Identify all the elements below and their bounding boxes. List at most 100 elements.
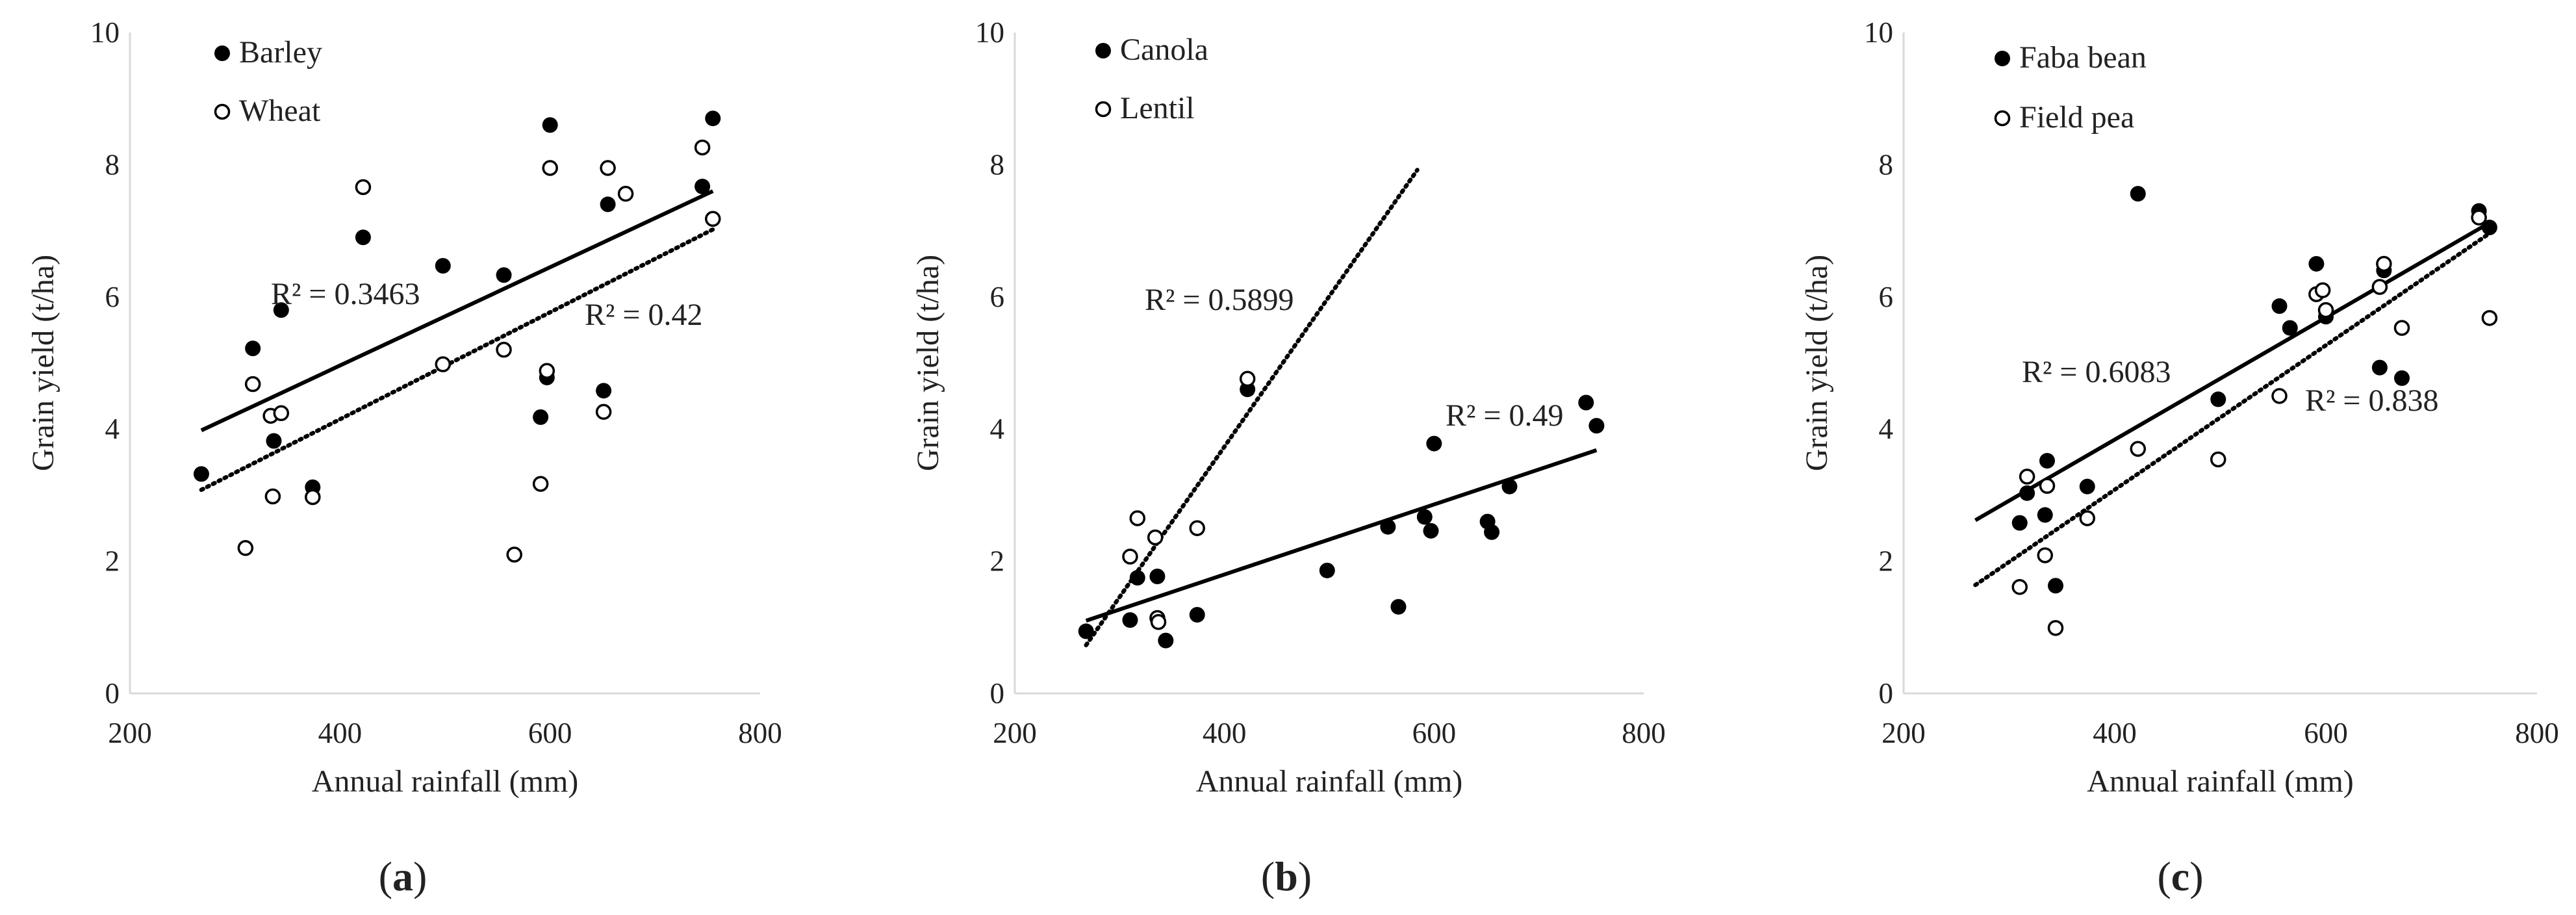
point-field-pea: [2317, 302, 2334, 318]
y-tick-label: 4: [990, 413, 1005, 445]
chart-panel-a: 0 2 4 6 8 10 200 400 600 800 Annual rainfall (mm) G…: [26, 16, 782, 899]
x-tick-label: 800: [1622, 717, 1666, 749]
r2-label-field-pea: R² = 0.838: [2305, 383, 2438, 418]
point-barley: [496, 267, 512, 283]
x-tick-label: 200: [108, 717, 152, 749]
y-axis-title: Grain yield (t/ha): [26, 255, 60, 471]
point-faba-bean: [2371, 359, 2388, 376]
chart-panel-c: 0 2 4 6 8 10 200 400 600 800 Annual rainfall (mm) G…: [1800, 16, 2559, 899]
point-barley: [533, 409, 549, 425]
y-tick-label: 10: [1864, 16, 1893, 49]
y-tick-label: 6: [105, 281, 120, 313]
x-tick-label: 600: [2304, 717, 2348, 749]
point-wheat: [694, 139, 711, 156]
y-tick-label: 2: [990, 545, 1005, 578]
x-axis-title: Annual rainfall (mm): [312, 764, 579, 799]
point-faba-bean: [2271, 298, 2288, 315]
y-axis-title: Grain yield (t/ha): [1800, 255, 1834, 471]
x-tick-label: 600: [1412, 717, 1457, 749]
point-barley: [705, 110, 721, 127]
point-lentil: [1189, 520, 1205, 536]
x-tick-label: 400: [2093, 717, 2137, 749]
trendline-faba-bean: [1974, 221, 2491, 522]
point-barley: [596, 383, 612, 399]
panel-label: (c): [2157, 853, 2203, 899]
legend: Faba bean Field pea: [1994, 40, 2147, 135]
y-tick-label: 2: [1879, 545, 1894, 578]
y-tick-label: 10: [90, 16, 120, 49]
legend-marker: [1095, 43, 1111, 58]
point-barley: [435, 258, 451, 274]
y-tick-label: 10: [975, 16, 1004, 49]
point-canola: [1484, 524, 1500, 540]
point-field-pea: [2271, 388, 2288, 404]
point-faba-bean: [2039, 453, 2055, 469]
trendline-lentil: [1084, 168, 1420, 648]
x-axis-title: Annual rainfall (mm): [2087, 764, 2354, 799]
point-canola: [1129, 570, 1145, 586]
point-canola: [1588, 418, 1605, 434]
point-faba-bean: [2011, 515, 2028, 531]
point-faba-bean: [2210, 391, 2226, 407]
r2-label-canola: R² = 0.49: [1446, 398, 1563, 433]
y-tick-label: 4: [1879, 413, 1894, 445]
point-barley: [266, 433, 282, 449]
point-barley: [695, 178, 711, 194]
y-axis-title: Grain yield (t/ha): [911, 255, 945, 471]
r2-label-lentil: R² = 0.5899: [1145, 283, 1294, 317]
point-wheat: [532, 476, 549, 492]
point-field-pea: [2079, 510, 2095, 526]
legend-marker: [1095, 101, 1112, 118]
point-faba-bean: [2037, 507, 2053, 523]
point-wheat: [264, 488, 281, 505]
point-field-pea: [2314, 282, 2331, 298]
legend-label: Field pea: [2019, 100, 2134, 135]
r2-label-wheat: R² = 0.42: [585, 298, 702, 332]
point-lentil: [1147, 529, 1164, 546]
x-tick-label: 800: [738, 717, 782, 749]
point-faba-bean: [2048, 578, 2063, 594]
point-faba-bean: [2079, 478, 2095, 495]
point-field-pea: [2210, 451, 2226, 468]
chart-panel-b: 0 2 4 6 8 10 200 400 600 800 Annual rainfall (mm) G…: [911, 16, 1666, 899]
r2-label-barley: R² = 0.3463: [271, 277, 420, 311]
point-canola: [1122, 612, 1138, 628]
r2-label-faba-bean: R² = 0.6083: [2022, 355, 2171, 389]
point-field-pea: [2371, 279, 2388, 295]
point-wheat: [305, 489, 321, 506]
point-field-pea: [2376, 255, 2392, 272]
point-canola: [1416, 509, 1433, 525]
y-tick-label: 0: [1879, 677, 1894, 710]
point-field-pea: [2471, 209, 2487, 226]
x-tick-label: 200: [993, 717, 1037, 749]
legend-label: Faba bean: [2019, 40, 2147, 75]
point-field-pea: [2130, 441, 2146, 457]
trendline-barley: [200, 189, 714, 432]
point-barley: [542, 117, 558, 133]
y-tick-label: 8: [990, 148, 1005, 181]
y-tick-label: 0: [990, 677, 1005, 710]
point-faba-bean: [2394, 370, 2410, 386]
legend-label: Lentil: [1120, 91, 1195, 125]
x-tick-label: 200: [1881, 717, 1926, 749]
y-tick-label: 8: [1879, 148, 1894, 181]
point-canola: [1189, 606, 1205, 623]
point-lentil: [1129, 510, 1146, 526]
legend-label: Wheat: [239, 94, 321, 128]
trendline-wheat: [199, 227, 715, 493]
point-wheat: [496, 341, 512, 358]
legend-label: Barley: [239, 35, 322, 70]
legend-marker: [1995, 51, 2010, 66]
x-tick-label: 400: [318, 717, 363, 749]
point-wheat: [617, 185, 634, 202]
legend: Barley Wheat: [214, 35, 322, 128]
point-barley: [600, 196, 616, 213]
point-canola: [1149, 568, 1166, 584]
point-lentil: [1150, 613, 1167, 630]
point-canola: [1380, 519, 1396, 535]
y-tick-label: 6: [1879, 281, 1894, 313]
y-tick-label: 2: [105, 545, 120, 578]
y-tick-label: 4: [105, 413, 120, 445]
point-wheat: [244, 376, 261, 393]
legend-marker: [1994, 110, 2011, 127]
